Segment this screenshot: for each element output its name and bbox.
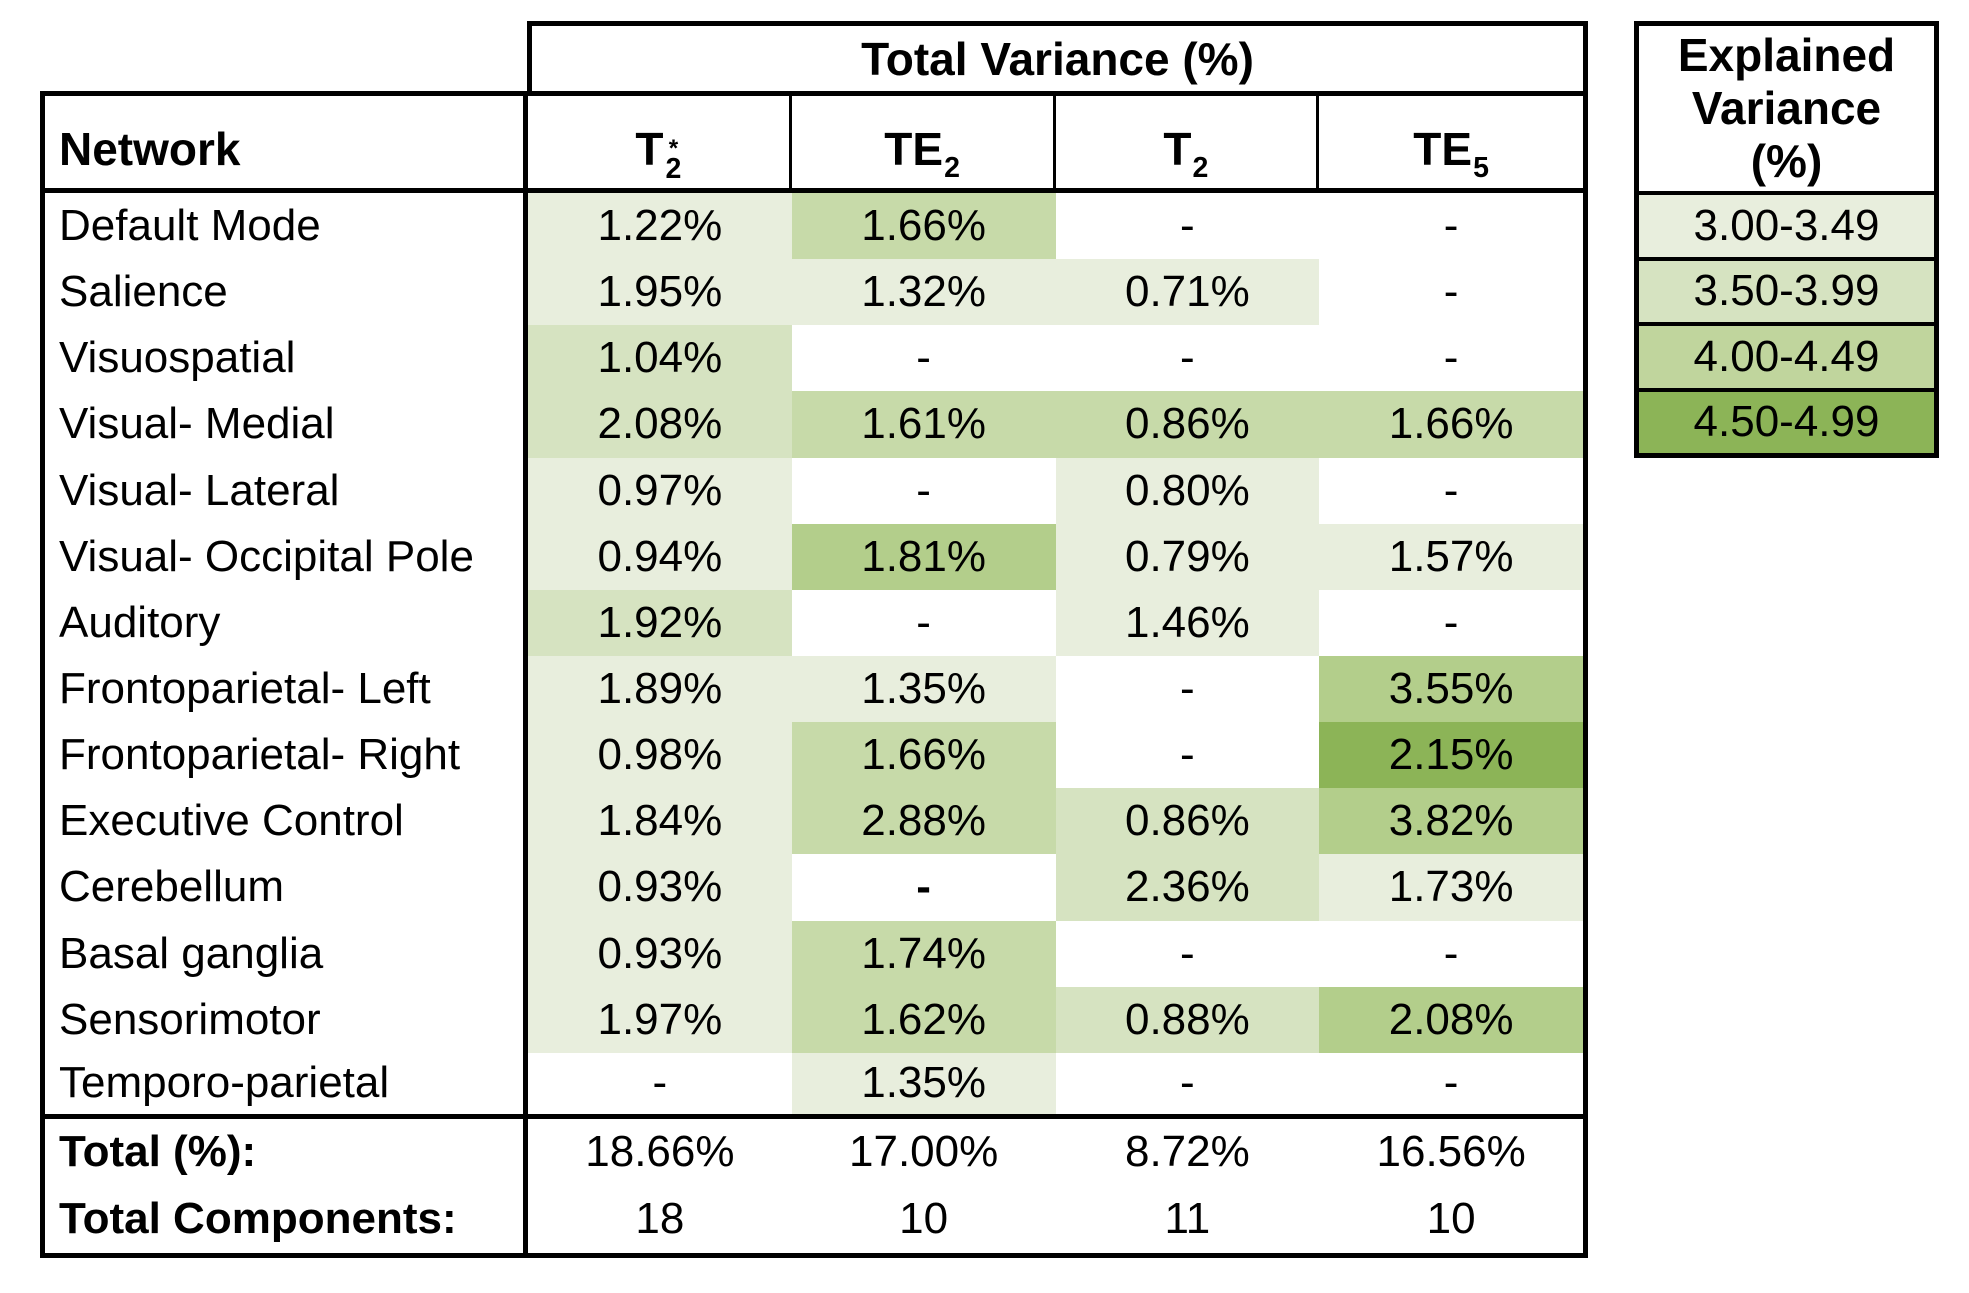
value-cell: 1.89%	[528, 656, 792, 723]
value-cell: 0.86%	[1055, 788, 1320, 855]
total-value: 11	[1164, 1194, 1211, 1243]
total-value: 18.66%	[585, 1127, 735, 1176]
legend-entry: 4.00-4.49	[1639, 326, 1934, 392]
network-label: Temporo-parietal	[45, 1052, 528, 1119]
value-cell: -	[791, 589, 1056, 656]
network-label: Visual- Occipital Pole	[45, 523, 528, 590]
value-cell: 1.92%	[528, 589, 792, 656]
value-cell: 1.32%	[791, 259, 1056, 326]
value-cell: 1.04%	[528, 325, 792, 392]
legend-entry: 4.50-4.99	[1639, 391, 1934, 453]
value-cell: 1.61%	[791, 391, 1056, 458]
network-label: Frontoparietal- Left	[45, 656, 528, 723]
legend: Explained Variance (%) 3.00-3.49 3.50-3.99 4…	[1634, 21, 1939, 458]
legend-title-line: Explained	[1677, 29, 1896, 82]
value-cell: -	[1319, 457, 1583, 524]
network-label: Basal ganglia	[45, 920, 528, 987]
value-cell: 0.79%	[1055, 523, 1320, 590]
legend-title-line: Variance	[1691, 82, 1882, 135]
value-cell: 2.15%	[1319, 722, 1583, 789]
value-cell: 0.88%	[1055, 986, 1320, 1053]
value-cell: 1.22%	[528, 193, 792, 260]
value-cell: 1.57%	[1319, 523, 1583, 590]
value-cell: 0.86%	[1055, 391, 1320, 458]
network-label: Visual- Lateral	[45, 457, 528, 524]
network-label: Visuospatial	[45, 325, 528, 392]
network-label: Cerebellum	[45, 854, 528, 921]
total-value: 8.72%	[1124, 1127, 1250, 1176]
value-cell: 2.08%	[1319, 986, 1583, 1053]
value-cell: -	[791, 457, 1056, 524]
value-cell: -	[1319, 259, 1583, 326]
legend-title-line: (%)	[1750, 134, 1823, 187]
value-cell: 0.98%	[528, 722, 792, 789]
value-cell: 0.97%	[528, 457, 792, 524]
value-cell: 1.73%	[1319, 854, 1583, 921]
value-cell: 1.46%	[1055, 589, 1320, 656]
network-label: Executive Control	[45, 788, 528, 855]
total-value: 10	[1426, 1194, 1476, 1243]
value-cell: 1.35%	[791, 1052, 1056, 1119]
total-value: 10	[899, 1194, 949, 1243]
total-variance-header: Total Variance (%)	[527, 21, 1588, 96]
total-value: 16.56%	[1376, 1127, 1526, 1176]
network-column-header: Network	[45, 96, 528, 193]
network-label: Auditory	[45, 589, 528, 656]
column-header: T * 2	[528, 96, 792, 193]
column-header: TE 5	[1319, 96, 1583, 193]
value-cell: 0.71%	[1055, 259, 1320, 326]
value-cell: -	[791, 325, 1056, 392]
legend-entry: 3.50-3.99	[1639, 260, 1934, 326]
total-value: 18	[635, 1194, 685, 1243]
value-cell: 1.95%	[528, 259, 792, 326]
value-cell: -	[1055, 1052, 1320, 1119]
value-cell: 1.62%	[791, 986, 1056, 1053]
value-cell: 1.74%	[791, 920, 1056, 987]
value-cell: -	[1055, 193, 1320, 260]
value-cell: -	[1319, 325, 1583, 392]
value-cell: 1.84%	[528, 788, 792, 855]
total-label: Total Components:	[45, 1185, 528, 1253]
value-cell: 0.93%	[528, 920, 792, 987]
network-label: Frontoparietal- Right	[45, 722, 528, 789]
value-cell: 2.08%	[528, 391, 792, 458]
network-label: Visual- Medial	[45, 391, 528, 458]
value-cell: -	[528, 1052, 792, 1119]
legend-title: Explained Variance (%)	[1639, 26, 1934, 195]
value-cell: 1.66%	[1319, 391, 1583, 458]
total-value: 17.00%	[849, 1127, 999, 1176]
value-cell: 1.97%	[528, 986, 792, 1053]
value-cell: -	[1319, 920, 1583, 987]
total-label: Total (%):	[45, 1119, 528, 1185]
value-cell: 0.93%	[528, 854, 792, 921]
value-cell: -	[1319, 589, 1583, 656]
legend-entry: 3.00-3.49	[1639, 195, 1934, 261]
value-cell: -	[1055, 656, 1320, 723]
network-label: Sensorimotor	[45, 986, 528, 1053]
value-cell: -	[1055, 920, 1320, 987]
network-label: Salience	[45, 259, 528, 326]
value-cell: -	[1055, 722, 1320, 789]
value-cell: 1.66%	[791, 193, 1056, 260]
value-cell: 3.82%	[1319, 788, 1583, 855]
value-cell: 3.55%	[1319, 656, 1583, 723]
value-cell: 1.66%	[791, 722, 1056, 789]
value-cell: 0.94%	[528, 523, 792, 590]
variance-table: Network T * 2 TE 2 T 2 TE 5 Default Mode 1.22% 1.66%…	[40, 91, 1588, 1258]
value-cell: 1.35%	[791, 656, 1056, 723]
value-cell: -	[1055, 325, 1320, 392]
value-cell: -	[791, 854, 1056, 921]
value-cell: 1.81%	[791, 523, 1056, 590]
value-cell: -	[1319, 193, 1583, 260]
network-label: Default Mode	[45, 193, 528, 260]
value-cell: 0.80%	[1055, 457, 1320, 524]
value-cell: -	[1319, 1052, 1583, 1119]
value-cell: 2.88%	[791, 788, 1056, 855]
column-header: TE 2	[791, 96, 1056, 193]
value-cell: 2.36%	[1055, 854, 1320, 921]
